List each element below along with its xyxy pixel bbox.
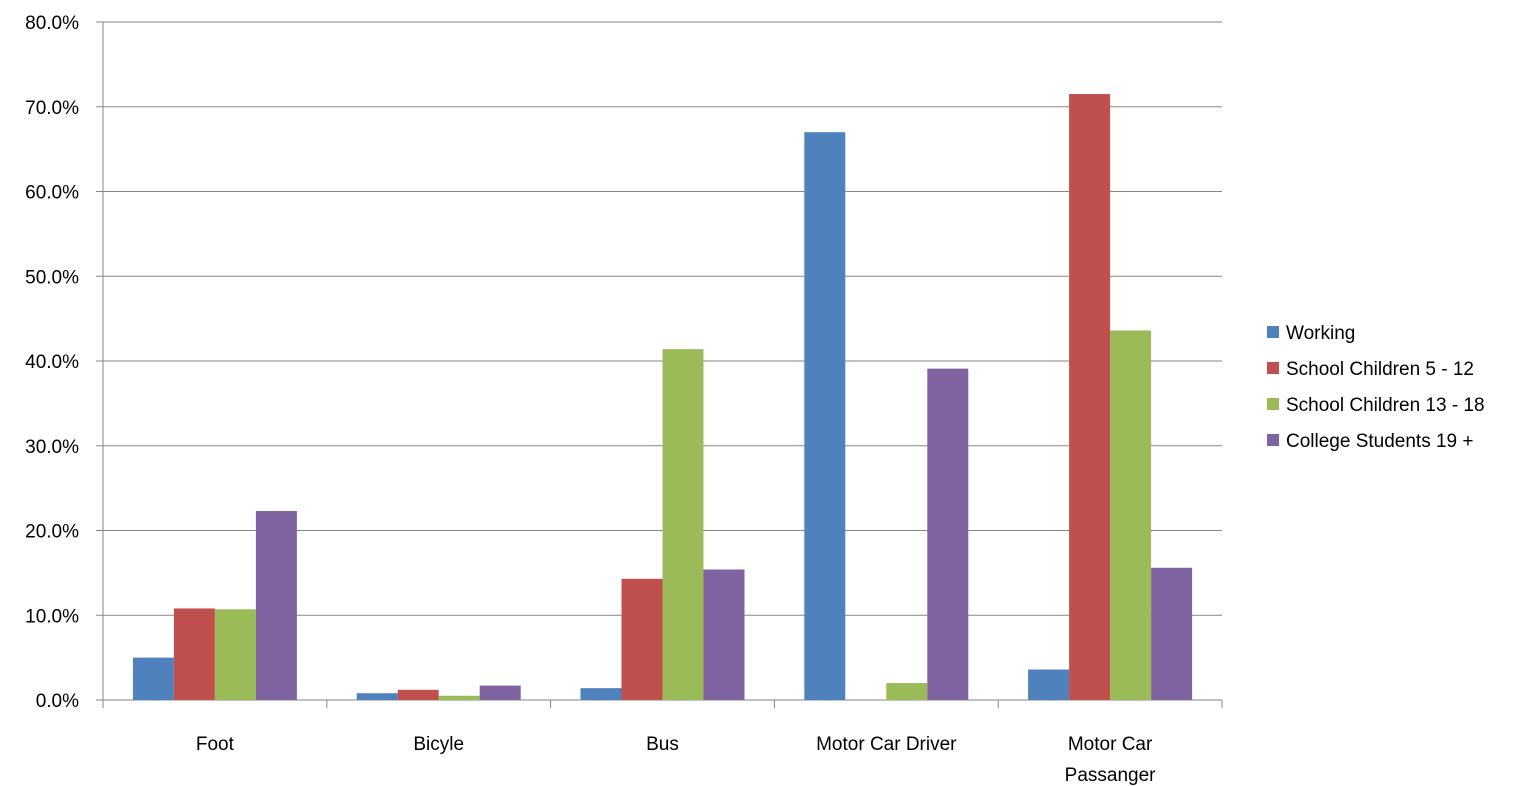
x-tick-label: Bus <box>646 734 679 755</box>
legend-swatch <box>1267 398 1279 410</box>
x-tick-label: Motor Car Passanger <box>1065 734 1157 786</box>
bar <box>1069 94 1111 701</box>
legend-swatch <box>1267 434 1279 446</box>
y-tick-label: 20.0% <box>25 522 79 543</box>
bar <box>1151 567 1193 700</box>
y-tick-label: 70.0% <box>25 98 79 119</box>
y-tick-label: 80.0% <box>25 13 79 34</box>
bar <box>356 693 398 700</box>
bar <box>927 368 969 700</box>
bar <box>703 569 745 700</box>
bar <box>173 608 215 700</box>
legend-swatch <box>1267 362 1279 374</box>
y-tick-label: 10.0% <box>25 606 79 627</box>
bar <box>1028 669 1070 700</box>
bar <box>662 349 704 700</box>
bar <box>255 511 297 700</box>
bar <box>438 695 480 700</box>
x-tick-label: Bicyle <box>413 734 464 755</box>
bar <box>1110 330 1152 700</box>
bar <box>479 685 521 700</box>
bar <box>580 688 622 700</box>
x-tick-label: Motor Car Driver <box>816 734 957 755</box>
y-tick-label: 40.0% <box>25 352 79 373</box>
y-tick-label: 0.0% <box>36 691 79 712</box>
legend-label: College Students 19 + <box>1286 431 1474 452</box>
bar <box>886 683 928 700</box>
y-tick-label: 50.0% <box>25 267 79 288</box>
legend-swatch <box>1267 326 1279 338</box>
bar <box>621 578 663 700</box>
bar <box>804 132 846 701</box>
bar <box>132 657 174 700</box>
x-tick-label: Foot <box>196 734 235 755</box>
legend-label: Working <box>1286 323 1355 344</box>
legend-label: School Children 13 - 18 <box>1286 395 1485 416</box>
bar <box>214 609 256 700</box>
y-tick-label: 60.0% <box>25 183 79 204</box>
y-tick-label: 30.0% <box>25 437 79 458</box>
legend-label: School Children 5 - 12 <box>1286 359 1474 380</box>
bar <box>397 689 439 700</box>
